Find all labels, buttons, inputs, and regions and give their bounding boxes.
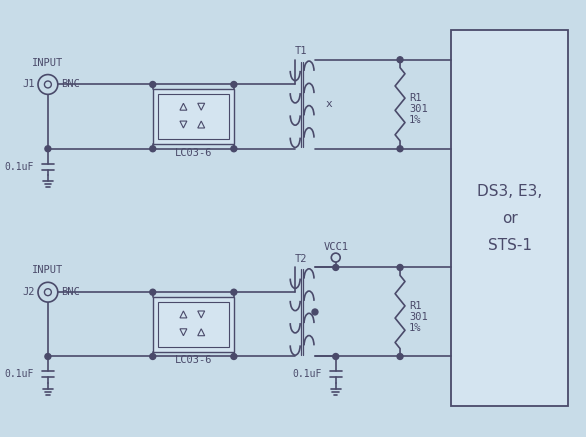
Circle shape: [150, 354, 156, 360]
Text: J1: J1: [22, 80, 35, 90]
Circle shape: [333, 354, 339, 360]
Circle shape: [231, 354, 237, 360]
Circle shape: [231, 146, 237, 152]
Text: BNC: BNC: [61, 80, 80, 90]
Text: DS3, E3,
or
STS-1: DS3, E3, or STS-1: [477, 184, 543, 253]
Text: VCC1: VCC1: [323, 242, 348, 252]
Circle shape: [150, 289, 156, 295]
Text: 1%: 1%: [409, 115, 421, 125]
Circle shape: [397, 354, 403, 360]
Text: 0.1uF: 0.1uF: [292, 369, 322, 379]
Bar: [451, 30, 568, 406]
Bar: [158, 302, 229, 347]
Text: 1%: 1%: [409, 323, 421, 333]
Bar: [158, 94, 229, 139]
Text: INPUT: INPUT: [32, 58, 63, 68]
Text: R1: R1: [409, 94, 421, 103]
Text: T1: T1: [295, 46, 308, 56]
Text: T2: T2: [295, 253, 308, 264]
Text: 301: 301: [409, 312, 428, 322]
Circle shape: [231, 82, 237, 87]
Circle shape: [38, 75, 58, 94]
Circle shape: [45, 146, 51, 152]
Circle shape: [312, 309, 318, 315]
Circle shape: [333, 264, 339, 271]
Text: INPUT: INPUT: [32, 265, 63, 275]
Text: 0.1uF: 0.1uF: [5, 162, 34, 172]
Circle shape: [331, 253, 340, 262]
Circle shape: [231, 289, 237, 295]
Text: R1: R1: [409, 301, 421, 311]
Circle shape: [150, 146, 156, 152]
Text: LC03-6: LC03-6: [175, 355, 212, 365]
Circle shape: [397, 264, 403, 271]
Text: 301: 301: [409, 104, 428, 114]
Text: 0.1uF: 0.1uF: [5, 369, 34, 379]
Circle shape: [397, 146, 403, 152]
Text: x: x: [325, 99, 332, 109]
Text: LC03-6: LC03-6: [175, 148, 212, 158]
Bar: [153, 297, 234, 351]
Text: BNC: BNC: [61, 287, 80, 297]
Circle shape: [45, 354, 51, 360]
Text: J2: J2: [22, 287, 35, 297]
Circle shape: [397, 57, 403, 62]
Bar: [153, 90, 234, 144]
Circle shape: [38, 282, 58, 302]
Circle shape: [150, 82, 156, 87]
